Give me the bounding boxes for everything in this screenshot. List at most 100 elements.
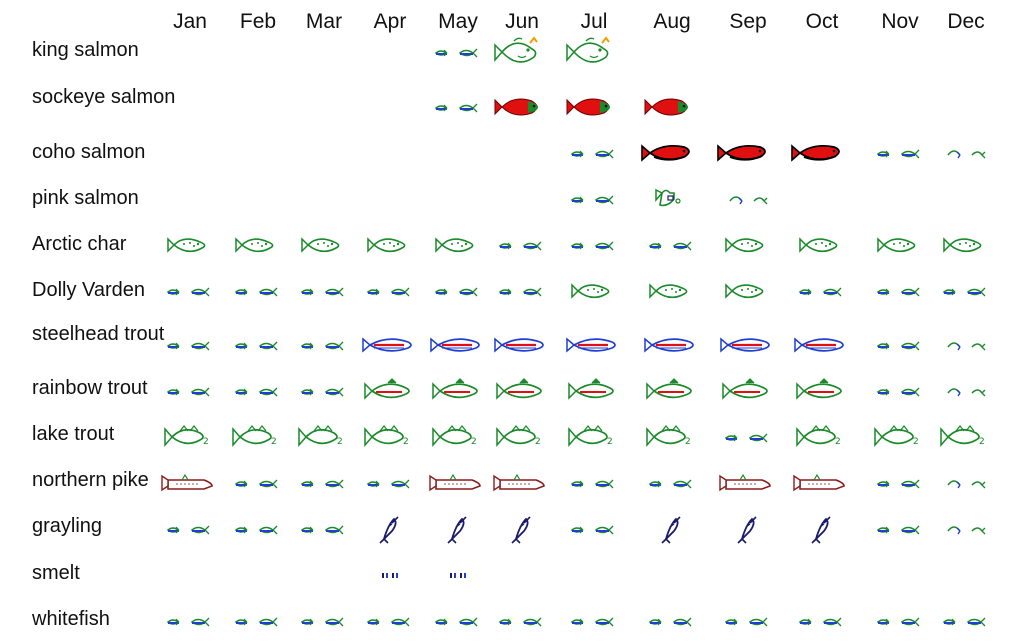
small-fish-icon: [498, 241, 542, 251]
small-fish-icon: [234, 287, 278, 297]
svg-text:2: 2: [337, 437, 343, 447]
lake-trout-icon: 2: [568, 425, 613, 447]
char-icon: [301, 237, 340, 253]
svg-text:2: 2: [835, 437, 841, 447]
small-fish-icon: [234, 617, 278, 627]
month-label-may: May: [438, 10, 478, 33]
small-fish-icon: [300, 387, 344, 397]
species-label: smelt: [32, 562, 80, 584]
small-fish-icon: [434, 103, 478, 113]
svg-text:2: 2: [403, 437, 409, 447]
species-label: lake trout: [32, 423, 115, 445]
small-fish-icon: [724, 433, 768, 443]
lake-trout-icon: 2: [496, 425, 541, 447]
small-fish-icon: [570, 149, 614, 159]
small-fish-icon: [234, 341, 278, 351]
svg-text:2: 2: [471, 437, 477, 447]
small-fish-icon: [300, 479, 344, 489]
steelhead-icon: [494, 337, 544, 353]
small-fish-icon: [648, 241, 692, 251]
month-label-sep: Sep: [729, 10, 767, 33]
svg-text:2: 2: [913, 437, 919, 447]
species-label: Dolly Varden: [32, 279, 146, 301]
species-label: rainbow trout: [32, 377, 148, 399]
small-fish-icon: [570, 617, 614, 627]
king-salmon-icon: [566, 36, 610, 63]
char-icon: [435, 237, 474, 253]
svg-text:2: 2: [979, 437, 985, 447]
svg-text:2: 2: [685, 437, 691, 447]
pike-icon: [493, 473, 545, 492]
small-fish-icon: [798, 287, 842, 297]
grayling-icon: [811, 516, 831, 544]
small-fish-icon: [942, 287, 986, 297]
small-fish-icon: [434, 287, 478, 297]
small-fish-icon: [300, 617, 344, 627]
lake-trout-icon: 2: [432, 425, 477, 447]
small-fish-icon: [570, 479, 614, 489]
lake-trout-icon: 2: [364, 425, 409, 447]
small-fish-icon: [498, 287, 542, 297]
month-label-dec: Dec: [947, 10, 985, 33]
tiny-fish-icon: [729, 196, 768, 205]
red-salmon-icon: [566, 98, 610, 116]
month-label-aug: Aug: [653, 10, 691, 33]
rainbow-trout-icon: [646, 378, 692, 400]
small-fish-icon: [300, 525, 344, 535]
humpback-pink-salmon-icon: [655, 188, 681, 207]
species-label: whitefish: [32, 608, 110, 630]
lake-trout-icon: 2: [232, 425, 277, 447]
grayling-icon: [661, 516, 681, 544]
svg-text:2: 2: [607, 437, 613, 447]
char-icon: [167, 237, 206, 253]
red-salmon-icon: [644, 98, 688, 116]
small-fish-icon: [876, 479, 920, 489]
month-label-feb: Feb: [239, 10, 277, 33]
coho-salmon-icon: [641, 144, 690, 162]
small-fish-icon: [942, 617, 986, 627]
small-fish-icon: [300, 287, 344, 297]
char-icon: [649, 283, 688, 299]
char-icon: [799, 237, 838, 253]
small-fish-icon: [648, 479, 692, 489]
small-fish-icon: [234, 479, 278, 489]
lake-trout-icon: 2: [646, 425, 691, 447]
rainbow-trout-icon: [568, 378, 614, 400]
tiny-fish-icon: [947, 150, 986, 159]
svg-text:2: 2: [203, 437, 209, 447]
char-icon: [943, 237, 982, 253]
grayling-icon: [447, 516, 467, 544]
small-fish-icon: [300, 341, 344, 351]
small-fish-icon: [570, 195, 614, 205]
tiny-fish-icon: [947, 480, 986, 489]
rainbow-trout-icon: [496, 378, 542, 400]
small-fish-icon: [876, 617, 920, 627]
small-fish-icon: [876, 287, 920, 297]
species-label: coho salmon: [32, 141, 146, 163]
small-fish-icon: [434, 48, 478, 58]
coho-salmon-icon: [791, 144, 840, 162]
char-icon: [725, 283, 764, 299]
grayling-icon: [379, 516, 399, 544]
lake-trout-icon: 2: [796, 425, 841, 447]
small-fish-icon: [166, 387, 210, 397]
pike-icon: [161, 473, 213, 492]
svg-text:2: 2: [271, 437, 277, 447]
month-label-jun: Jun: [505, 10, 539, 33]
small-fish-icon: [234, 387, 278, 397]
smelt-icon: [382, 573, 398, 578]
lake-trout-icon: 2: [298, 425, 343, 447]
steelhead-icon: [720, 337, 770, 353]
rainbow-trout-icon: [364, 378, 410, 400]
species-label: Arctic char: [32, 233, 127, 255]
month-label-oct: Oct: [805, 10, 839, 33]
char-icon: [235, 237, 274, 253]
small-fish-icon: [724, 617, 768, 627]
small-fish-icon: [876, 387, 920, 397]
small-fish-icon: [434, 617, 478, 627]
coho-salmon-icon: [717, 144, 766, 162]
char-icon: [725, 237, 764, 253]
species-label: northern pike: [32, 469, 149, 491]
